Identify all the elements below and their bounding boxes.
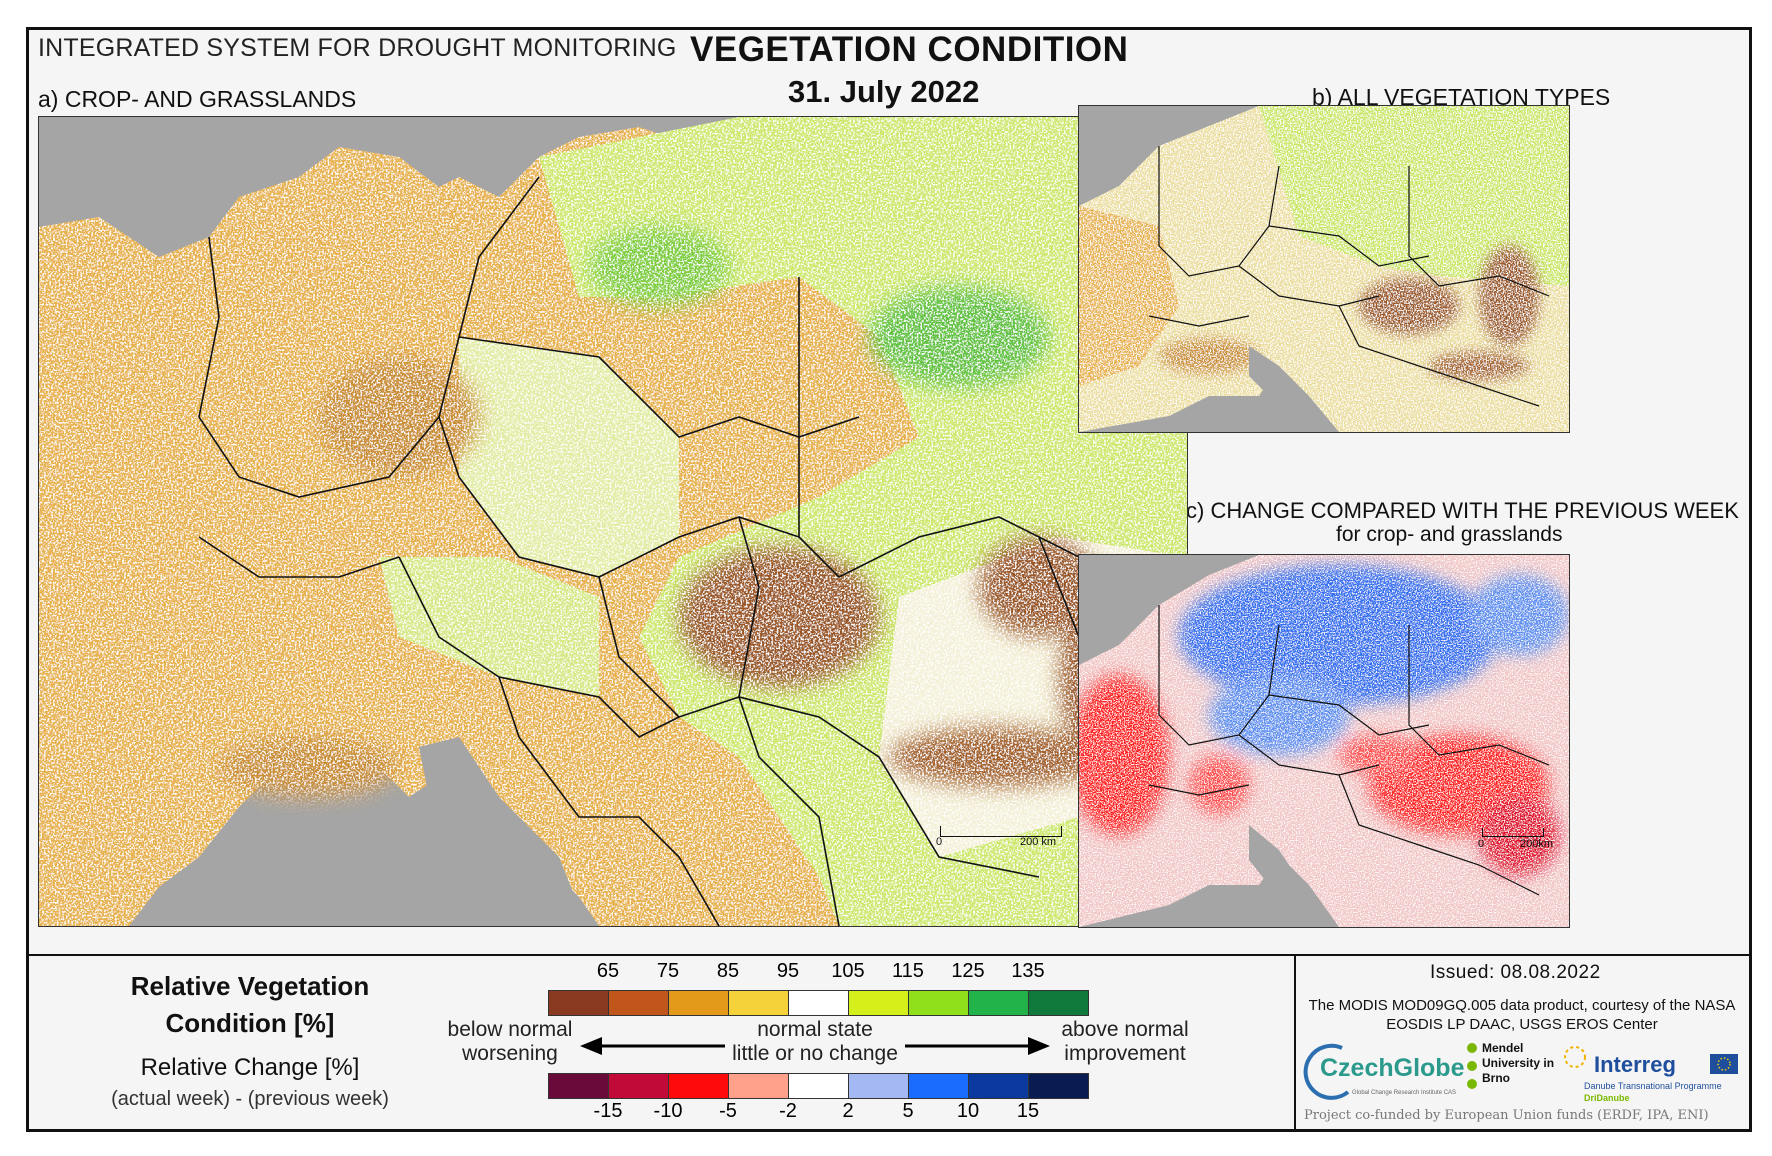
rvc-swatch	[789, 991, 849, 1015]
panel-a-label: a) CROP- AND GRASSLANDS	[38, 86, 357, 112]
normal-state-label: normal state	[757, 1018, 873, 1041]
data-credit: The MODIS MOD09GQ.005 data product, cour…	[1308, 997, 1736, 1033]
adriatic-sea	[419, 737, 579, 907]
panel-c-label: c) CHANGE COMPARED WITH THE PREVIOUS WEE…	[1186, 498, 1739, 523]
rvc-colorbar	[548, 990, 1089, 1016]
credits-divider	[1294, 956, 1296, 1132]
rc-legend-subtitle: (actual week) - (previous week)	[111, 1088, 389, 1110]
interreg-logo: Interreg	[1594, 1052, 1676, 1077]
interreg-logo-icon	[1564, 1046, 1586, 1068]
funding-note: Project co-funded by European Union fund…	[1304, 1108, 1709, 1123]
rvc-swatch	[729, 991, 789, 1015]
vegetation-land	[39, 117, 1187, 926]
czechglobe-subtitle: Global Change Research Institute CAS	[1352, 1090, 1457, 1096]
right-arrow-icon	[905, 1037, 1050, 1055]
rc-swatch	[909, 1074, 969, 1098]
rvc-tick-label: 105	[831, 960, 865, 982]
rvc-swatch	[609, 991, 669, 1015]
rc-swatch	[969, 1074, 1029, 1098]
scale-zero-c: 0	[1478, 838, 1485, 850]
mendel-logo: Mendel University in Brno	[1482, 1041, 1555, 1085]
system-name: INTEGRATED SYSTEM FOR DROUGHT MONITORING	[38, 34, 677, 62]
rvc-tick-label: 65	[596, 960, 620, 982]
rvc-tick-label: 125	[951, 960, 985, 982]
rvc-swatch	[849, 991, 909, 1015]
rc-tick-label: -5	[719, 1100, 737, 1122]
rvc-tick-label: 85	[716, 960, 740, 982]
scale-bar-a	[940, 826, 1062, 837]
rvc-swatch	[909, 991, 969, 1015]
map-date: 31. July 2022	[788, 74, 980, 109]
eu-flag-icon	[1710, 1054, 1738, 1074]
worsening-label: worsening	[462, 1042, 558, 1065]
rvc-swatch	[669, 991, 729, 1015]
czechglobe-logo: CzechGlobe	[1320, 1054, 1465, 1082]
left-arrow-icon	[580, 1037, 725, 1055]
rvc-legend-title: Relative Vegetation Condition [%]	[130, 971, 370, 1038]
rc-swatch	[549, 1074, 609, 1098]
rc-swatch	[849, 1074, 909, 1098]
rc-legend-title: Relative Change [%]	[140, 1054, 360, 1081]
issued-date: Issued: 08.08.2022	[1430, 962, 1601, 983]
legend-center-text: normal state little or no change	[720, 1018, 910, 1066]
rc-tick-label: 10	[956, 1100, 980, 1122]
scale-end-a: 200 km	[1020, 836, 1057, 848]
rc-swatch	[609, 1074, 669, 1098]
rc-swatch	[729, 1074, 789, 1098]
map-weekly-change	[1078, 554, 1570, 928]
rc-tick-label: 2	[842, 1100, 854, 1122]
rc-tick-label: -2	[779, 1100, 797, 1122]
page-title: VEGETATION CONDITION	[690, 30, 1129, 69]
no-change-label: little or no change	[732, 1042, 898, 1065]
rc-swatch	[789, 1074, 849, 1098]
rvc-swatch	[1029, 991, 1088, 1015]
rc-tick-label: 5	[902, 1100, 914, 1122]
rvc-tick-label: 95	[776, 960, 800, 982]
above-normal-label: above normal	[1061, 1018, 1189, 1041]
legend-right-text: above normal improvement	[1050, 1018, 1200, 1066]
rvc-tick-label: 135	[1011, 960, 1045, 982]
map-all-vegetation	[1078, 105, 1570, 433]
legend-left-text: below normal worsening	[440, 1018, 580, 1066]
legend-divider	[26, 954, 1752, 956]
panel-c-sublabel: for crop- and grasslands	[1336, 523, 1563, 546]
map-crop-grasslands	[38, 116, 1188, 927]
scale-bar-c	[1482, 828, 1544, 837]
rvc-swatch	[969, 991, 1029, 1015]
rc-tick-label: 15	[1016, 1100, 1040, 1122]
rvc-swatch	[549, 991, 609, 1015]
scale-zero-a: 0	[936, 836, 943, 848]
scale-end-c: 200km	[1520, 838, 1554, 850]
rc-colorbar	[548, 1073, 1089, 1099]
rc-swatch	[1029, 1074, 1088, 1098]
czechglobe-logo-icon	[1303, 1043, 1350, 1100]
dridanube-label: DriDanube	[1584, 1093, 1630, 1103]
mendel-logo-icon	[1467, 1043, 1477, 1089]
rvc-tick-label: 75	[656, 960, 680, 982]
interreg-subtitle: Danube Transnational Programme	[1584, 1081, 1722, 1091]
rc-swatch	[669, 1074, 729, 1098]
rc-tick-label: -15	[593, 1100, 623, 1122]
rvc-tick-label: 115	[892, 960, 924, 982]
improvement-label: improvement	[1064, 1042, 1186, 1065]
rc-tick-label: -10	[653, 1100, 683, 1122]
below-normal-label: below normal	[447, 1018, 573, 1041]
